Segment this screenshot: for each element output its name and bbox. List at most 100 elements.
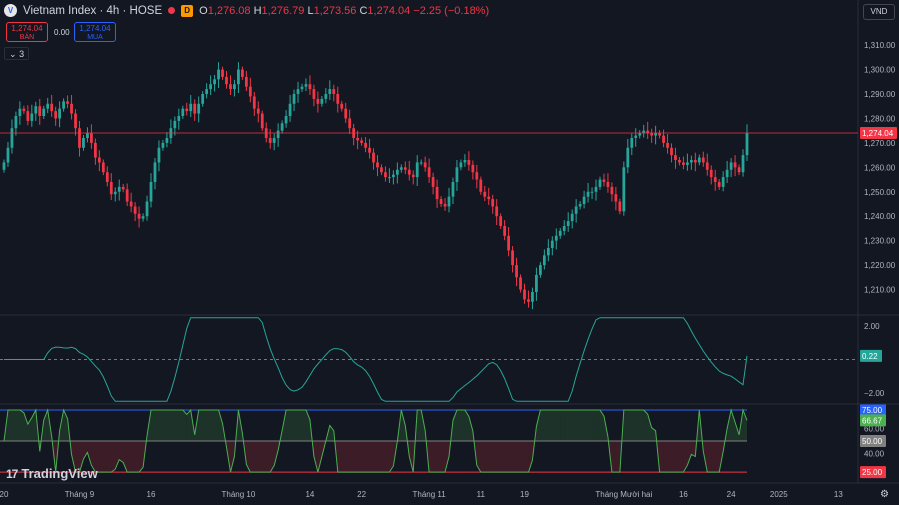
candle <box>725 160 729 183</box>
symbol-title[interactable]: Vietnam Index · 4h · HOSE <box>23 4 163 17</box>
candle-body <box>642 130 646 134</box>
band-fill <box>711 441 716 473</box>
band-fill <box>15 409 20 442</box>
candle-body <box>590 191 594 193</box>
band-fill <box>151 409 155 442</box>
candle <box>42 105 46 119</box>
band-fill <box>663 441 668 473</box>
candle <box>582 190 586 209</box>
candle-body <box>384 172 387 178</box>
candle <box>550 236 554 256</box>
candle-body <box>431 177 435 187</box>
band-fill <box>230 441 235 473</box>
band-fill <box>639 409 644 442</box>
candle <box>50 94 54 117</box>
candle-body <box>483 191 487 197</box>
candle-body <box>717 182 721 187</box>
candle <box>705 153 709 176</box>
buy-button[interactable]: 1,274.04 MUA <box>74 22 116 42</box>
candle <box>622 161 626 216</box>
candle-body <box>721 177 725 187</box>
band-fill <box>599 409 604 442</box>
band-fill <box>667 441 672 473</box>
candle-body <box>248 86 252 97</box>
band-fill <box>715 441 720 473</box>
candle <box>662 129 665 148</box>
candle <box>594 179 598 201</box>
candle-body <box>713 177 717 182</box>
candle-body <box>527 299 530 302</box>
oscillator-tick-label: 2.00 <box>864 322 880 331</box>
time-tick-label: 13 <box>834 490 843 499</box>
band-fill <box>99 441 104 473</box>
sell-label: BÁN <box>19 34 35 41</box>
band-fill <box>540 409 545 442</box>
candle <box>467 151 471 171</box>
candle <box>427 158 431 183</box>
band-fill <box>560 409 565 442</box>
candle-body <box>157 147 161 163</box>
bounded-indicator-pane: 75.00 50.00 25.00 60.00 40.00 66.67 <box>0 403 886 479</box>
symbol-logo-icon: V <box>4 4 17 17</box>
candle <box>542 249 546 270</box>
candle <box>435 179 439 208</box>
time-tick-label: Tháng 9 <box>65 490 95 499</box>
candle <box>30 104 34 127</box>
candle-body <box>411 174 415 178</box>
candle <box>511 246 514 273</box>
candle <box>38 98 42 125</box>
candle <box>507 226 510 257</box>
candle-body <box>662 135 665 143</box>
time-tick-label: 14 <box>305 490 314 499</box>
band-fill <box>544 409 549 442</box>
band-fill <box>246 441 251 473</box>
ohlc-high-label: H <box>253 4 262 17</box>
candle <box>161 139 165 151</box>
indicator-count: 3 <box>19 49 25 59</box>
candle <box>22 105 26 115</box>
band-fill <box>349 441 354 473</box>
price-tick-label: 1,260.00 <box>864 163 896 172</box>
candle <box>141 213 145 222</box>
band-fill <box>178 409 183 442</box>
candle-body <box>276 130 280 138</box>
band-fill <box>504 441 509 473</box>
tradingview-logo[interactable]: 17 TradingView <box>6 466 98 481</box>
band-fill <box>162 409 167 442</box>
band-fill <box>250 441 255 473</box>
settings-gear-icon[interactable]: ⚙ <box>880 489 889 500</box>
band-fill <box>214 409 219 442</box>
candle <box>403 161 407 175</box>
band-fill <box>266 441 271 473</box>
candle-body <box>50 103 54 112</box>
candle-body <box>272 138 276 143</box>
band-fill <box>687 441 692 466</box>
candle <box>217 62 220 89</box>
candle <box>34 101 38 121</box>
candle-body <box>523 289 526 300</box>
candle <box>741 149 745 177</box>
candle-body <box>693 160 697 163</box>
candle-body <box>650 133 654 136</box>
candle <box>328 80 332 100</box>
candle <box>554 228 558 250</box>
band-fill <box>437 441 442 473</box>
band-fill <box>647 414 652 442</box>
candle <box>419 159 423 166</box>
candle <box>411 170 415 185</box>
candle-body <box>149 182 153 202</box>
band-fill <box>691 441 696 457</box>
candle <box>523 283 526 304</box>
candle <box>443 198 447 211</box>
time-tick-label: Tháng 10 <box>222 490 256 499</box>
candle-body <box>336 94 340 104</box>
indicators-toggle[interactable]: ⌄ 3 <box>4 47 30 60</box>
candle-body <box>531 292 534 302</box>
candle-body <box>260 113 264 129</box>
candle-body <box>54 111 58 119</box>
currency-selector[interactable]: VND <box>863 4 895 20</box>
sell-button[interactable]: 1,274.04 BÁN <box>6 22 48 42</box>
candle <box>2 159 6 173</box>
candle <box>46 97 50 114</box>
